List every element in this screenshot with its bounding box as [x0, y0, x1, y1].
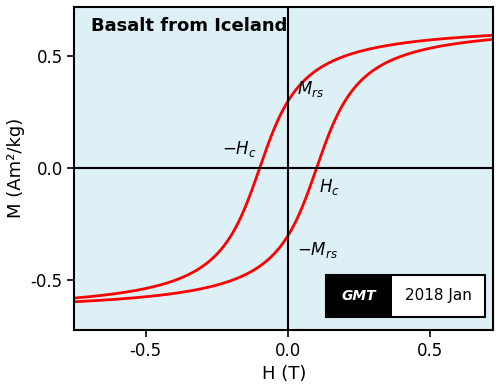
Text: $M_{rs}$: $M_{rs}$ — [296, 79, 324, 99]
Y-axis label: M (Am²/kg): M (Am²/kg) — [7, 118, 25, 218]
X-axis label: H (T): H (T) — [262, 365, 306, 383]
Bar — [326, 275, 484, 317]
Bar — [326, 275, 392, 317]
Text: $-H_c$: $-H_c$ — [222, 139, 256, 160]
Text: GMT: GMT — [342, 289, 376, 303]
Text: $-M_{rs}$: $-M_{rs}$ — [296, 240, 338, 260]
Text: 2018 Jan: 2018 Jan — [405, 288, 472, 303]
Text: $H_c$: $H_c$ — [320, 177, 340, 197]
Text: Basalt from Iceland: Basalt from Iceland — [91, 17, 288, 35]
